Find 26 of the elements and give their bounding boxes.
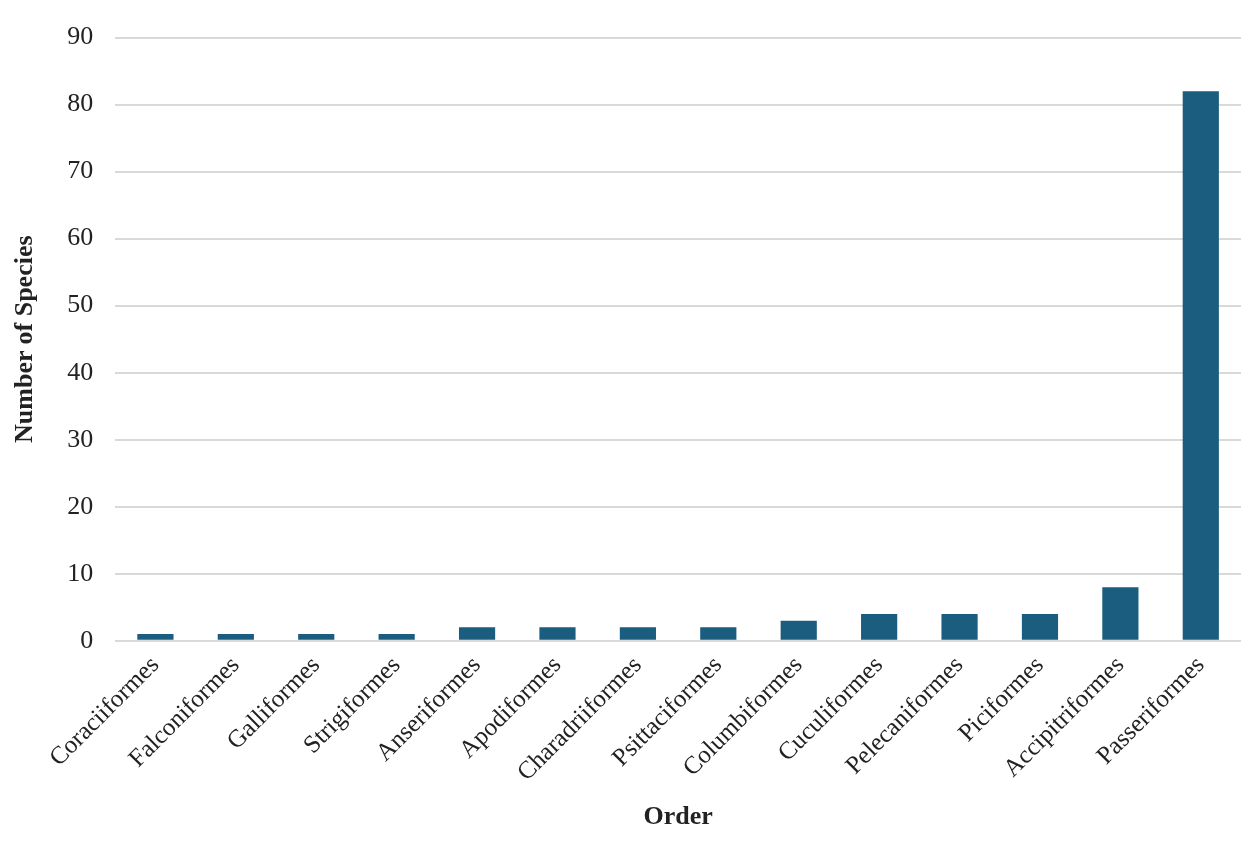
- y-tick-label: 60: [67, 222, 94, 252]
- bar: [137, 634, 174, 640]
- bar: [861, 613, 898, 640]
- bar: [1102, 587, 1139, 640]
- bar: [539, 627, 576, 640]
- bar: [458, 627, 496, 640]
- bar: [298, 634, 335, 640]
- y-tick-label: 80: [67, 88, 94, 118]
- y-tick-label: 40: [67, 356, 94, 386]
- y-tick-label: 0: [80, 624, 94, 654]
- x-axis-title: Order: [643, 801, 713, 831]
- bar: [1182, 91, 1219, 640]
- y-tick-label: 70: [67, 155, 94, 185]
- bar: [619, 627, 656, 640]
- bar: [700, 627, 737, 640]
- bar: [378, 634, 415, 640]
- y-tick-label: 10: [67, 557, 94, 587]
- y-axis-title: Number of Species: [9, 235, 39, 443]
- bar: [941, 613, 978, 640]
- y-tick-label: 20: [67, 490, 94, 520]
- y-tick-label: 90: [67, 21, 94, 51]
- bar: [1021, 613, 1059, 640]
- y-tick-label: 50: [67, 289, 94, 319]
- y-tick-label: 30: [67, 423, 94, 453]
- bar: [780, 620, 817, 640]
- bar: [217, 634, 254, 640]
